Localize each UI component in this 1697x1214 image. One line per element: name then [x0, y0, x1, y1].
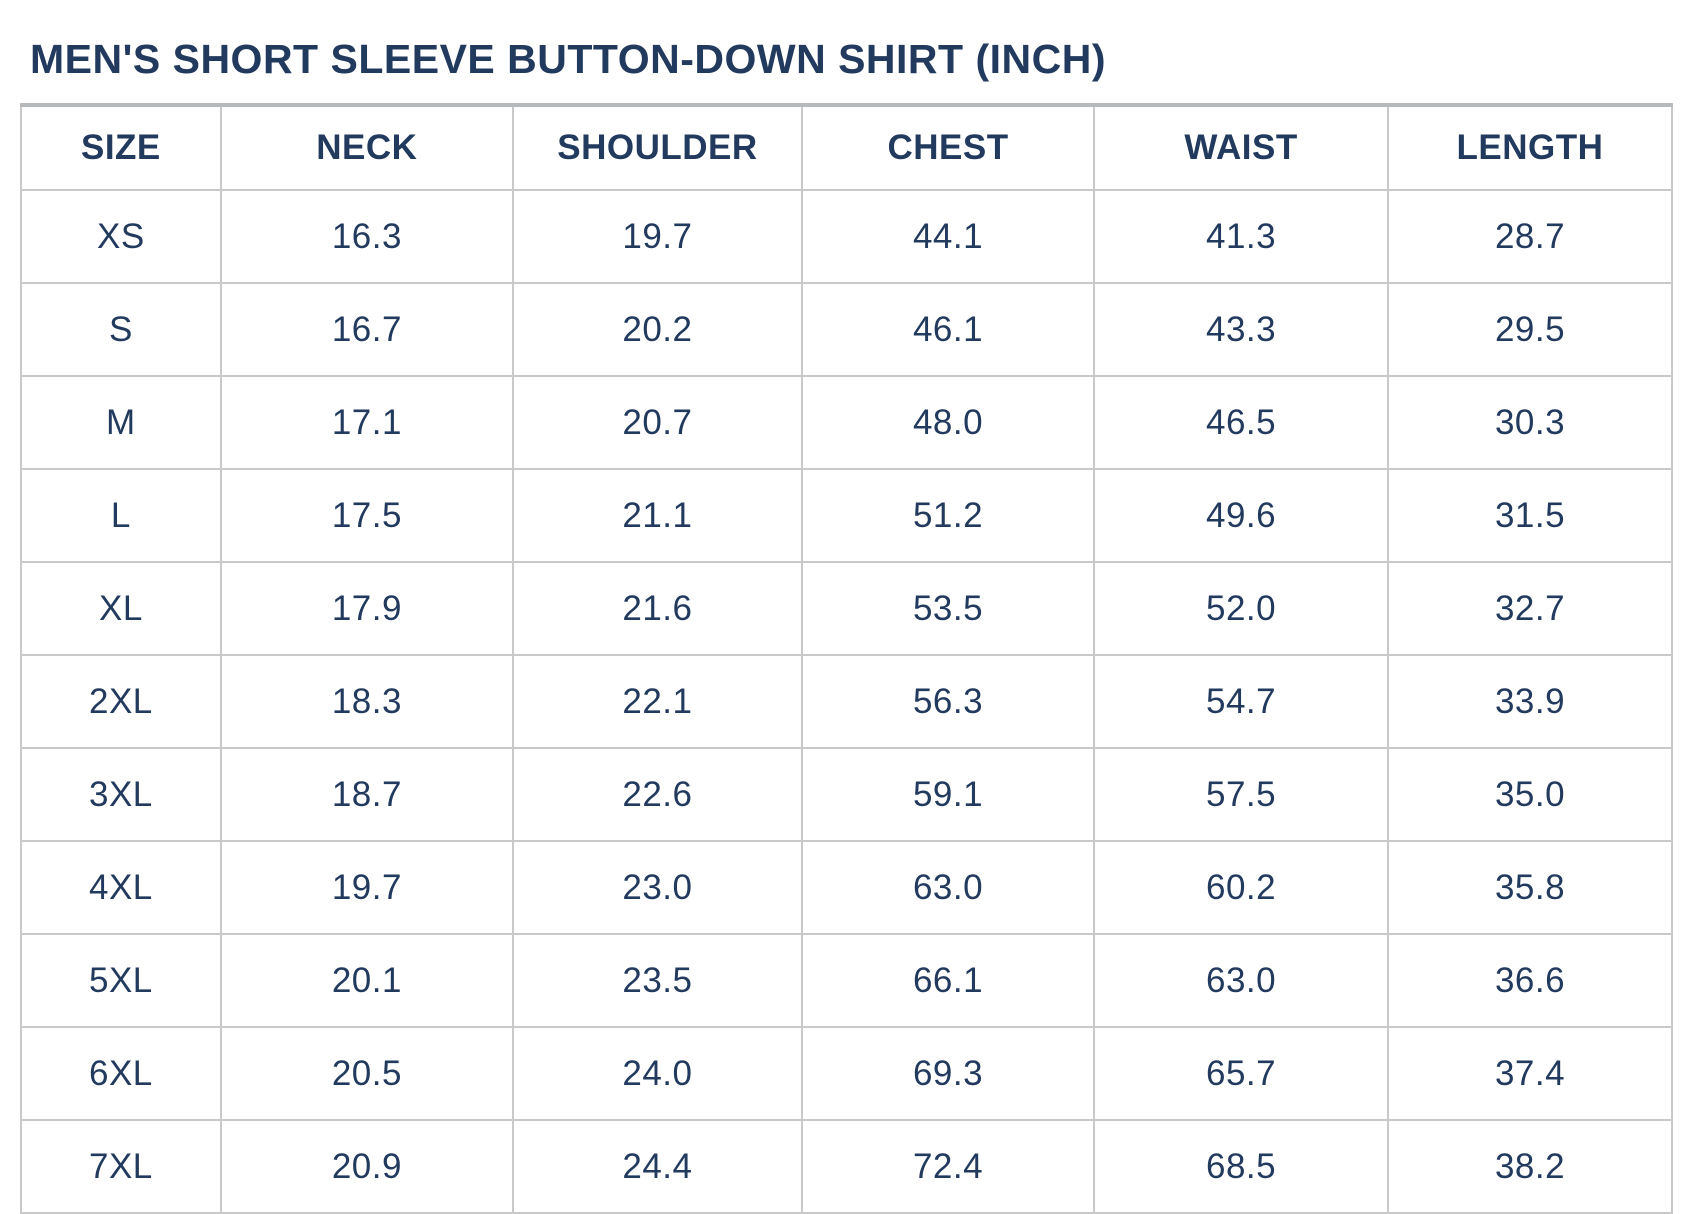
measurement-cell: 33.9: [1387, 654, 1673, 749]
table-row: 2XL 18.3 22.1 56.3 54.7 33.9: [20, 654, 1673, 749]
size-cell: 7XL: [20, 1119, 222, 1214]
table-row: 4XL 19.7 23.0 63.0 60.2 35.8: [20, 840, 1673, 935]
table-row: 3XL 18.7 22.6 59.1 57.5 35.0: [20, 747, 1673, 842]
measurement-cell: 30.3: [1387, 375, 1673, 470]
table-header-row: SIZE NECK SHOULDER CHEST WAIST LENGTH: [20, 104, 1673, 191]
measurement-cell: 68.5: [1093, 1119, 1389, 1214]
measurement-cell: 72.4: [800, 1119, 1096, 1214]
measurement-cell: 20.7: [511, 375, 803, 470]
size-cell: 5XL: [20, 933, 222, 1028]
measurement-cell: 21.6: [511, 561, 803, 656]
size-cell: XL: [20, 561, 222, 656]
measurement-cell: 49.6: [1093, 468, 1389, 563]
measurement-cell: 38.2: [1387, 1119, 1673, 1214]
table-row: 7XL 20.9 24.4 72.4 68.5 38.2: [20, 1119, 1673, 1214]
measurement-cell: 65.7: [1093, 1026, 1389, 1121]
measurement-cell: 46.5: [1093, 375, 1389, 470]
measurement-cell: 23.0: [511, 840, 803, 935]
measurement-cell: 48.0: [800, 375, 1096, 470]
table-row: XS 16.3 19.7 44.1 41.3 28.7: [20, 189, 1673, 284]
table-row: XL 17.9 21.6 53.5 52.0 32.7: [20, 561, 1673, 656]
measurement-cell: 19.7: [511, 189, 803, 284]
size-cell: 6XL: [20, 1026, 222, 1121]
measurement-cell: 18.7: [219, 747, 514, 842]
measurement-cell: 60.2: [1093, 840, 1389, 935]
column-header-size: SIZE: [20, 104, 222, 191]
column-header-chest: CHEST: [800, 104, 1096, 191]
measurement-cell: 19.7: [219, 840, 514, 935]
measurement-cell: 37.4: [1387, 1026, 1673, 1121]
measurement-cell: 56.3: [800, 654, 1096, 749]
size-cell: 4XL: [20, 840, 222, 935]
measurement-cell: 24.4: [511, 1119, 803, 1214]
measurement-cell: 46.1: [800, 282, 1096, 377]
measurement-cell: 66.1: [800, 933, 1096, 1028]
measurement-cell: 63.0: [1093, 933, 1389, 1028]
measurement-cell: 43.3: [1093, 282, 1389, 377]
table-row: 6XL 20.5 24.0 69.3 65.7 37.4: [20, 1026, 1673, 1121]
measurement-cell: 18.3: [219, 654, 514, 749]
measurement-cell: 31.5: [1387, 468, 1673, 563]
measurement-cell: 54.7: [1093, 654, 1389, 749]
measurement-cell: 17.1: [219, 375, 514, 470]
table-row: 5XL 20.1 23.5 66.1 63.0 36.6: [20, 933, 1673, 1028]
size-cell: S: [20, 282, 222, 377]
measurement-cell: 20.1: [219, 933, 514, 1028]
column-header-shoulder: SHOULDER: [511, 104, 803, 191]
size-chart-table: SIZE NECK SHOULDER CHEST WAIST LENGTH XS 16.3 1…: [20, 103, 1673, 1214]
measurement-cell: 35.0: [1387, 747, 1673, 842]
size-cell: M: [20, 375, 222, 470]
size-cell: 2XL: [20, 654, 222, 749]
measurement-cell: 36.6: [1387, 933, 1673, 1028]
table-row: L 17.5 21.1 51.2 49.6 31.5: [20, 468, 1673, 563]
measurement-cell: 24.0: [511, 1026, 803, 1121]
table-row: M 17.1 20.7 48.0 46.5 30.3: [20, 375, 1673, 470]
measurement-cell: 53.5: [800, 561, 1096, 656]
measurement-cell: 16.3: [219, 189, 514, 284]
measurement-cell: 63.0: [800, 840, 1096, 935]
measurement-cell: 41.3: [1093, 189, 1389, 284]
measurement-cell: 57.5: [1093, 747, 1389, 842]
size-cell: L: [20, 468, 222, 563]
measurement-cell: 17.9: [219, 561, 514, 656]
column-header-length: LENGTH: [1387, 104, 1673, 191]
measurement-cell: 52.0: [1093, 561, 1389, 656]
measurement-cell: 20.2: [511, 282, 803, 377]
measurement-cell: 23.5: [511, 933, 803, 1028]
measurement-cell: 29.5: [1387, 282, 1673, 377]
measurement-cell: 22.1: [511, 654, 803, 749]
column-header-waist: WAIST: [1093, 104, 1389, 191]
size-cell: XS: [20, 189, 222, 284]
measurement-cell: 16.7: [219, 282, 514, 377]
measurement-cell: 59.1: [800, 747, 1096, 842]
measurement-cell: 28.7: [1387, 189, 1673, 284]
measurement-cell: 17.5: [219, 468, 514, 563]
measurement-cell: 32.7: [1387, 561, 1673, 656]
measurement-cell: 21.1: [511, 468, 803, 563]
size-cell: 3XL: [20, 747, 222, 842]
measurement-cell: 22.6: [511, 747, 803, 842]
measurement-cell: 35.8: [1387, 840, 1673, 935]
measurement-cell: 69.3: [800, 1026, 1096, 1121]
measurement-cell: 51.2: [800, 468, 1096, 563]
measurement-cell: 20.5: [219, 1026, 514, 1121]
column-header-neck: NECK: [219, 104, 514, 191]
page-title: MEN'S SHORT SLEEVE BUTTON-DOWN SHIRT (IN…: [30, 36, 1106, 82]
measurement-cell: 20.9: [219, 1119, 514, 1214]
measurement-cell: 44.1: [800, 189, 1096, 284]
table-row: S 16.7 20.2 46.1 43.3 29.5: [20, 282, 1673, 377]
